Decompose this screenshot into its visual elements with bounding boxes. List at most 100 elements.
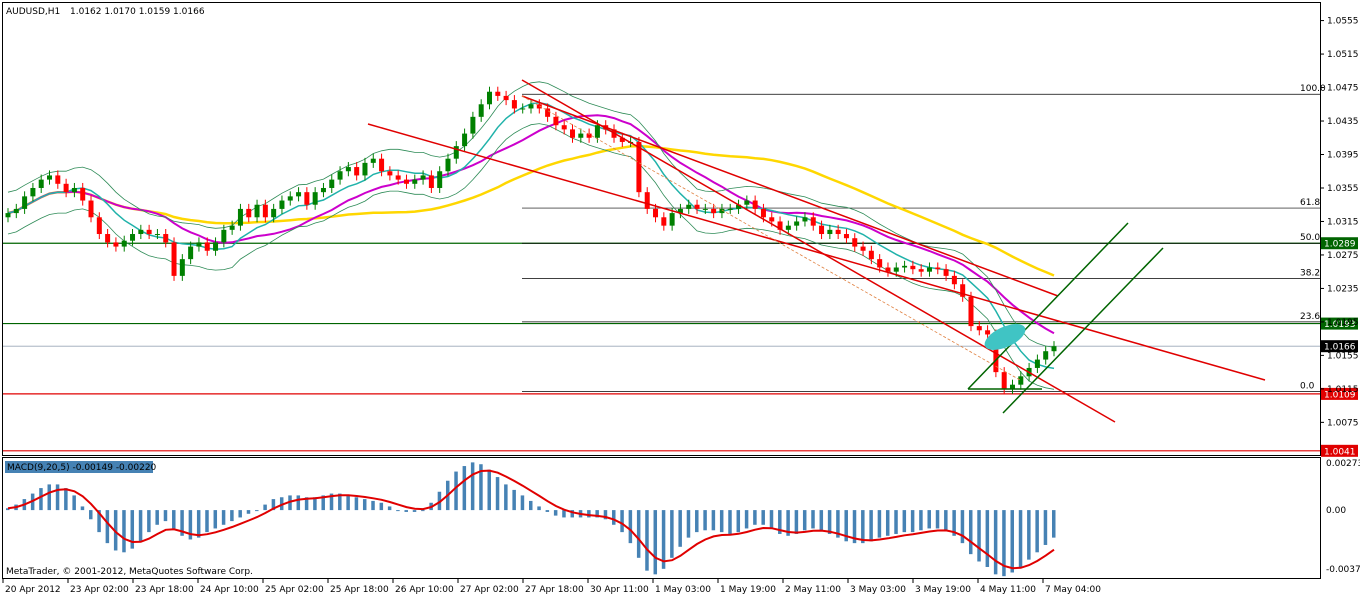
time-tick-label: 4 May 11:00	[980, 585, 1036, 595]
candle-body	[5, 213, 11, 218]
candle-body	[769, 217, 775, 222]
level-price-label: 1.0193	[1324, 320, 1356, 330]
candle-body	[495, 91, 501, 96]
macd-histogram-bar	[612, 510, 616, 525]
candle-body	[196, 242, 202, 247]
macd-histogram-bar	[678, 510, 682, 547]
time-axis[interactable]: 20 Apr 2012 23 Apr 02:00 23 Apr 18:00 24 Ap…	[2, 579, 1101, 595]
time-tick-label: 2 May 11:00	[785, 585, 841, 595]
macd-histogram-bar	[421, 510, 425, 512]
macd-histogram-bar	[479, 464, 483, 511]
price-axis[interactable]: 1.0555 1.0515 1.0475 1.0435 1.0395 1.0355 1.03…	[1320, 17, 1359, 429]
level-price-label: 1.0166	[1324, 343, 1356, 353]
macd-histogram-bar	[196, 510, 201, 538]
candle-body	[1034, 359, 1040, 368]
candle-body	[478, 104, 484, 117]
candle-body	[403, 179, 409, 184]
candle-body	[470, 116, 476, 134]
macd-histogram-bar	[47, 484, 52, 511]
price-tick-label: 1.0235	[1327, 284, 1359, 294]
candle-body	[96, 217, 102, 235]
macd-histogram-bar	[960, 510, 965, 544]
macd-histogram-bar	[861, 510, 865, 544]
candle-body	[296, 192, 302, 197]
candle-body	[271, 208, 277, 218]
macd-histogram-bar	[379, 502, 384, 511]
candle-body	[154, 234, 160, 236]
candle-body	[179, 259, 185, 276]
candle-body	[877, 259, 883, 268]
candle-body	[503, 95, 509, 101]
macd-axis-label: 0.00273	[1326, 459, 1360, 469]
candle-body	[702, 208, 708, 210]
candle-body	[254, 204, 260, 218]
time-tick-label: 23 Apr 02:00	[70, 585, 129, 595]
price-tick-label: 1.0555	[1327, 17, 1359, 27]
macd-histogram-bar	[504, 484, 508, 511]
candle-body	[736, 204, 742, 209]
price-panel[interactable]	[2, 2, 1321, 456]
candle-body	[985, 330, 991, 335]
candle-body	[827, 229, 833, 235]
macd-histogram-bar	[703, 510, 707, 531]
candle-body	[777, 221, 783, 230]
red-trend-line	[367, 123, 1266, 381]
macd-histogram-bar	[811, 510, 815, 529]
macd-histogram-bar	[603, 510, 608, 520]
macd-histogram-bar	[769, 510, 774, 529]
macd-histogram-bar	[72, 495, 76, 511]
candle-body	[536, 104, 542, 109]
macd-histogram-bar	[802, 510, 807, 531]
candle-body	[354, 167, 360, 176]
time-tick-label: 3 May 19:00	[915, 585, 971, 595]
candle-body	[221, 229, 227, 243]
level-price-label: 1.0109	[1324, 390, 1356, 400]
candle-body	[71, 187, 77, 193]
macd-histogram-bar	[396, 510, 400, 512]
fib-label: 0.0	[1300, 381, 1315, 391]
macd-histogram-bar	[595, 510, 599, 518]
candle-body	[960, 284, 966, 297]
macd-zero-tag	[1321, 504, 1358, 517]
candle-body	[22, 196, 28, 209]
candle-body	[379, 158, 385, 172]
time-tick-label: 23 Apr 18:00	[135, 585, 194, 595]
macd-histogram-bar	[122, 510, 126, 553]
candle-body	[943, 269, 949, 276]
macd-histogram-bar	[919, 510, 923, 531]
fib-label: 38.2	[1300, 268, 1320, 278]
candle-body	[55, 175, 61, 184]
macd-histogram-bar	[794, 510, 799, 534]
macd-histogram-bar	[636, 510, 641, 558]
candle-body	[387, 171, 393, 176]
candle-body	[926, 267, 932, 272]
candle-body	[935, 267, 941, 270]
macd-panel[interactable]	[2, 457, 1321, 579]
candle-body	[1018, 376, 1024, 385]
level-price-tag	[1321, 387, 1358, 400]
candle-body	[545, 108, 551, 117]
price-tick-label: 1.0475	[1327, 84, 1359, 94]
macd-histogram-bar	[902, 510, 907, 533]
candle-body	[951, 275, 957, 285]
macd-histogram-bar	[877, 510, 882, 538]
ma-medium-line	[7, 114, 1055, 335]
macd-histogram-bar	[844, 510, 848, 542]
moving-averages-layer	[7, 81, 1055, 390]
ma-slow-line	[7, 144, 1055, 277]
candle-body	[744, 200, 750, 205]
candle-body	[727, 208, 733, 210]
price-tick-label: 1.0115	[1327, 385, 1359, 395]
macd-histogram-bar	[238, 510, 242, 518]
macd-histogram-bar	[230, 510, 234, 522]
macd-histogram-bar	[371, 500, 375, 511]
price-tick-label: 1.0075	[1327, 418, 1359, 428]
fibonacci-layer: 100.0 61.8 50.0 38.2 23.6 0.0	[522, 84, 1326, 392]
candle-body	[171, 242, 177, 276]
macd-histogram-bar	[1043, 510, 1048, 545]
candle-body	[868, 250, 874, 260]
price-tick-label: 1.0395	[1327, 151, 1359, 161]
macd-histogram-bar	[927, 510, 931, 529]
